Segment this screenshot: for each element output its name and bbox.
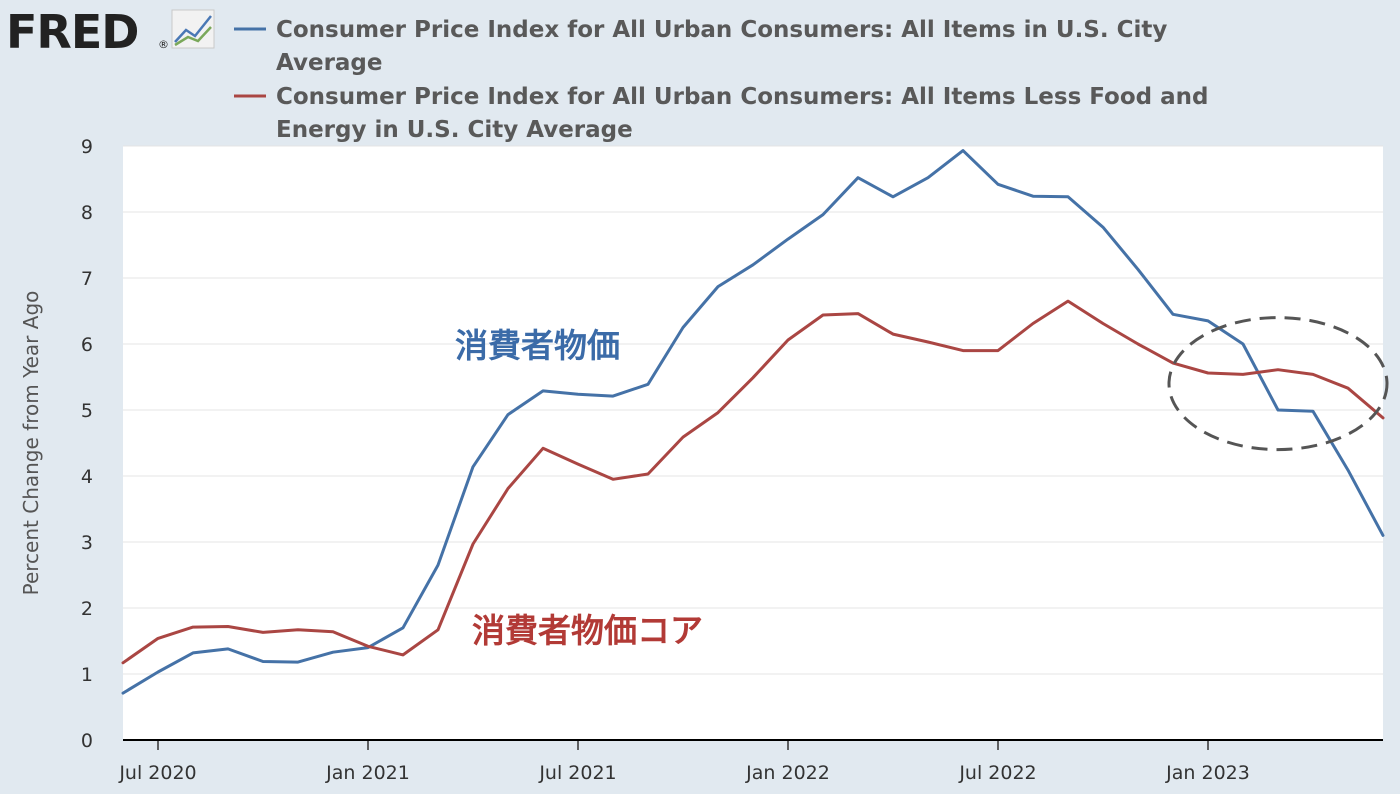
gridlines (123, 145, 1383, 675)
y-tick-label: 8 (81, 202, 93, 224)
y-tick-label: 3 (81, 532, 93, 554)
series-lines (121, 149, 1385, 695)
y-tick-label: 0 (81, 730, 93, 752)
legend-label-line1: Consumer Price Index for All Urban Consu… (276, 84, 1208, 110)
legend-item-headline-cpi[interactable]: Consumer Price Index for All Urban Consu… (234, 17, 1167, 76)
series-line-core-cpi[interactable] (121, 299, 1385, 665)
y-tick-label: 7 (81, 268, 93, 290)
y-tick-label: 2 (81, 598, 93, 620)
y-axis-label: Percent Change from Year Ago (19, 291, 43, 596)
x-tick-label: Jul 2022 (958, 762, 1036, 784)
x-tick-label: Jan 2022 (745, 762, 830, 784)
legend-label-line1: Consumer Price Index for All Urban Consu… (276, 17, 1167, 43)
y-tick-label: 4 (81, 466, 93, 488)
legend-label-line2: Energy in U.S. City Average (276, 117, 633, 143)
chart-line-icon (171, 9, 215, 49)
annotation-core-cpi: 消費者物価コア (472, 611, 703, 650)
x-tick-label: Jan 2021 (325, 762, 410, 784)
fred-logo-text: FRED (6, 5, 138, 59)
series-line-headline-cpi[interactable] (121, 149, 1385, 695)
x-tick-label: Jul 2021 (538, 762, 616, 784)
registered-mark: ® (158, 38, 169, 51)
y-axis-ticks: 0 1 2 3 4 5 6 7 8 9 (81, 136, 93, 752)
y-tick-label: 5 (81, 400, 93, 422)
x-axis-ticks: Jul 2020 Jan 2021 Jul 2021 Jan 2022 Jul 2022… (118, 740, 1250, 784)
x-tick-label: Jul 2020 (118, 762, 196, 784)
legend: Consumer Price Index for All Urban Consu… (234, 17, 1208, 143)
dashed-highlight-ellipse (1167, 316, 1389, 452)
plot-area (123, 146, 1383, 740)
y-tick-label: 6 (81, 334, 93, 356)
legend-label-line2: Average (276, 50, 383, 76)
legend-item-core-cpi[interactable]: Consumer Price Index for All Urban Consu… (234, 84, 1208, 143)
fred-logo[interactable]: FRED ® (6, 5, 215, 59)
highlight-ellipse (1167, 316, 1389, 452)
y-tick-label: 1 (81, 664, 93, 686)
annotation-headline-cpi: 消費者物価 (455, 326, 620, 365)
y-tick-label: 9 (81, 136, 93, 158)
x-tick-label: Jan 2023 (1165, 762, 1250, 784)
